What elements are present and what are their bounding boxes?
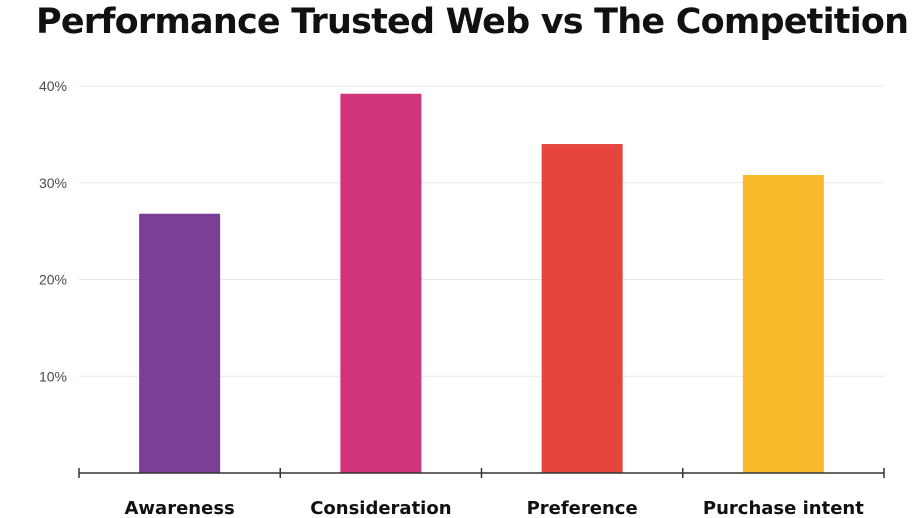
x-axis-category-labels: Awareness Consideration Preference Purchase… xyxy=(125,498,865,518)
y-axis-ticks: 10% 20% 30% 40% xyxy=(39,78,67,384)
x-axis xyxy=(78,468,885,478)
x-category-label: Consideration xyxy=(310,498,451,518)
y-tick-label: 30% xyxy=(39,175,67,191)
bar-preference xyxy=(541,144,623,474)
bars xyxy=(139,93,824,474)
y-tick-label: 20% xyxy=(39,272,67,288)
bar-awareness xyxy=(139,213,221,473)
y-tick-label: 10% xyxy=(39,368,67,384)
chart-title: Performance Trusted Web vs The Competiti… xyxy=(36,2,909,42)
bar-consideration xyxy=(340,93,422,474)
x-category-label: Awareness xyxy=(125,498,235,518)
x-category-label: Purchase intent xyxy=(703,498,864,518)
x-category-label: Preference xyxy=(527,498,638,518)
bar-purchase-intent xyxy=(742,175,824,473)
y-tick-label: 40% xyxy=(39,78,67,94)
